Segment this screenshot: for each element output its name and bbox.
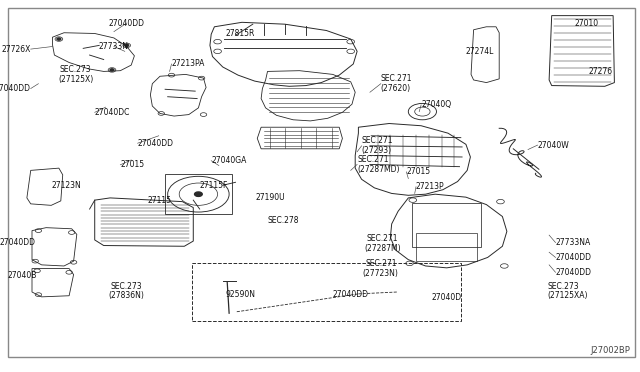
Text: SEC.273
(27125X): SEC.273 (27125X): [58, 65, 93, 84]
Text: 27815R: 27815R: [225, 29, 255, 38]
Circle shape: [57, 38, 61, 40]
Text: SEC.271
(27620): SEC.271 (27620): [381, 74, 412, 93]
Text: 27040Q: 27040Q: [421, 100, 451, 109]
Text: 27276: 27276: [589, 67, 613, 76]
Text: 27274L: 27274L: [466, 47, 494, 56]
Text: 27040B: 27040B: [8, 271, 37, 280]
Text: 27733NA: 27733NA: [556, 238, 591, 247]
Bar: [412, 203, 481, 247]
Text: 27733N: 27733N: [99, 42, 129, 51]
Text: 27213P: 27213P: [416, 182, 445, 191]
Text: 27040DD: 27040DD: [0, 238, 36, 247]
Text: SEC.273
(27125XA): SEC.273 (27125XA): [547, 282, 588, 300]
Circle shape: [110, 69, 114, 71]
Text: SEC.271
(27293): SEC.271 (27293): [362, 137, 393, 155]
Text: 27726X: 27726X: [1, 45, 31, 54]
Text: SEC.278: SEC.278: [268, 216, 299, 225]
Text: SEC.271
(27287MD): SEC.271 (27287MD): [357, 155, 399, 174]
Text: 27040GA: 27040GA: [211, 156, 246, 165]
Text: 27115: 27115: [148, 196, 172, 205]
Text: 27115F: 27115F: [200, 182, 228, 190]
Circle shape: [125, 44, 129, 46]
Text: 27040W: 27040W: [538, 141, 570, 150]
Text: 27040DD: 27040DD: [109, 19, 145, 28]
Text: 27040DD: 27040DD: [0, 84, 31, 93]
Bar: [165, 174, 232, 214]
Text: J27002BP: J27002BP: [591, 346, 630, 355]
Text: 27123N: 27123N: [51, 181, 81, 190]
Text: SEC.271
(27723N): SEC.271 (27723N): [363, 259, 399, 278]
Text: 27010: 27010: [575, 19, 599, 28]
Text: 27015: 27015: [406, 167, 431, 176]
Text: SEC.273
(27836N): SEC.273 (27836N): [109, 282, 145, 300]
Text: SEC.271
(27287M): SEC.271 (27287M): [364, 234, 401, 253]
Text: 27040D: 27040D: [431, 293, 462, 302]
Text: 92590N: 92590N: [225, 290, 255, 299]
Bar: [417, 234, 477, 261]
Text: 27190U: 27190U: [256, 193, 285, 202]
Text: 27040DC: 27040DC: [95, 108, 130, 117]
Circle shape: [195, 192, 202, 196]
Text: 27213PA: 27213PA: [172, 60, 205, 68]
Text: 27040DD: 27040DD: [556, 253, 591, 262]
Text: 27040DD: 27040DD: [138, 139, 173, 148]
Text: 27040DD: 27040DD: [333, 290, 369, 299]
Text: 27015: 27015: [120, 160, 145, 169]
Bar: [192, 263, 461, 321]
Text: 27040DD: 27040DD: [556, 268, 591, 277]
